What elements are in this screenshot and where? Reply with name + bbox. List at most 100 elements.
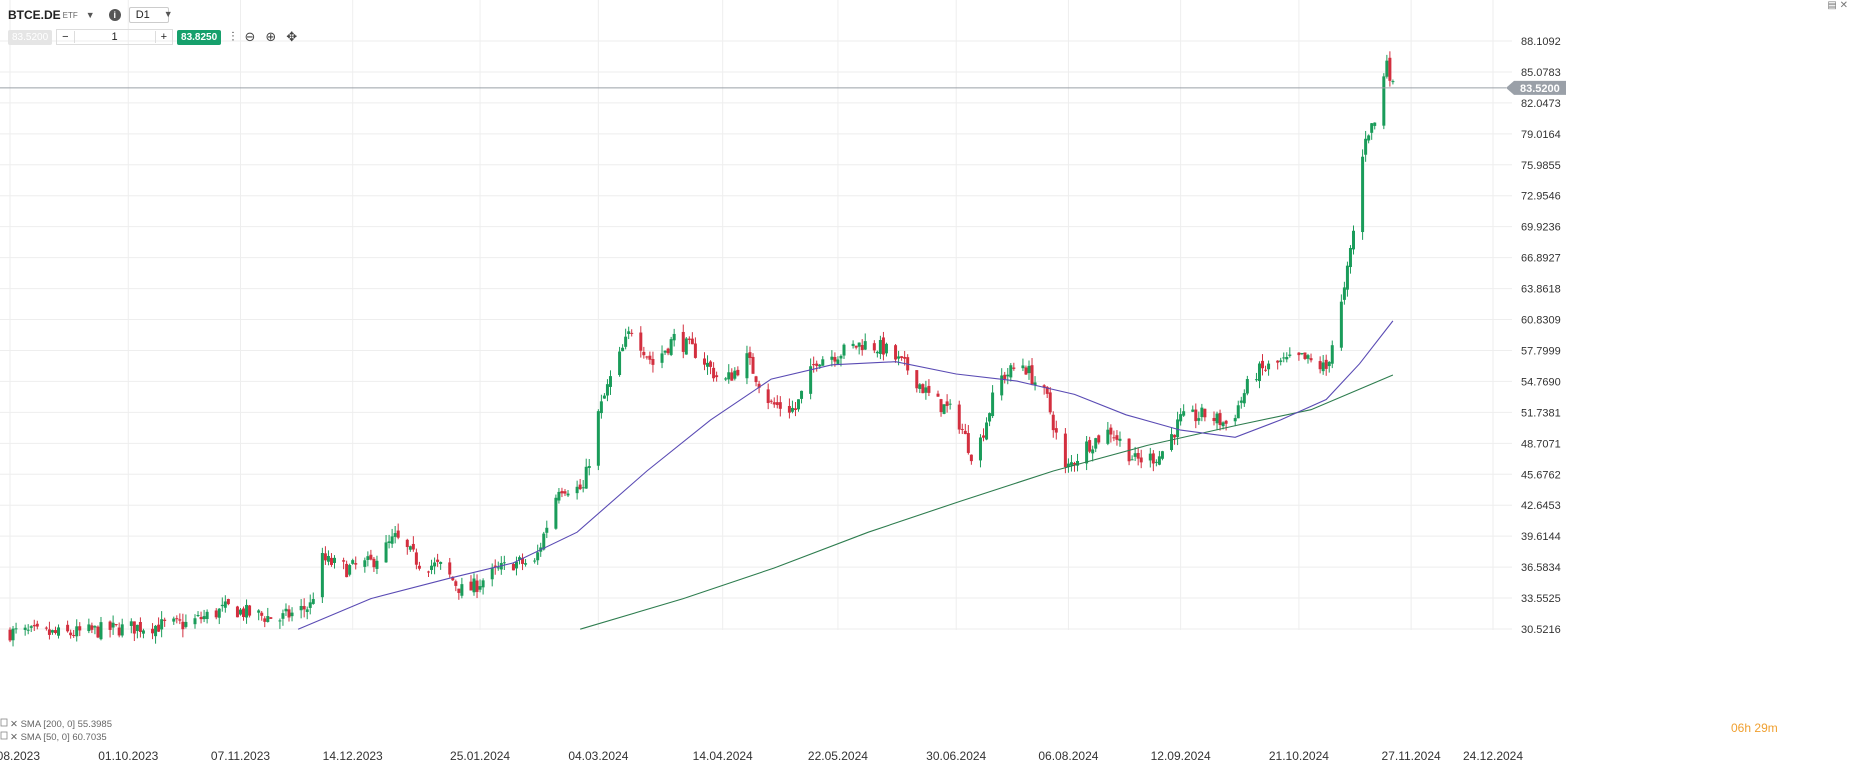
- y-tick-label: 60.8309: [1521, 315, 1561, 327]
- candle-body: [660, 353, 664, 363]
- y-tick-label: 54.7690: [1521, 376, 1561, 388]
- candle-body: [1176, 419, 1180, 438]
- buy-price-button[interactable]: 83.8250: [177, 29, 222, 45]
- price-tag-bg: [1506, 80, 1566, 95]
- candle-body: [1276, 360, 1280, 363]
- x-tick-label: 12.09.2024: [1151, 749, 1211, 763]
- candle-body: [702, 358, 706, 365]
- candle-body: [1264, 369, 1268, 371]
- moving-average-lines: [297, 320, 1394, 630]
- candle-body: [684, 338, 688, 355]
- restore-icon[interactable]: ▤: [1827, 0, 1837, 11]
- candle-body: [369, 554, 373, 560]
- candle-body: [1224, 420, 1228, 424]
- candle-body: [72, 634, 76, 637]
- info-icon[interactable]: i: [108, 9, 121, 21]
- candle-body: [151, 628, 155, 634]
- candle-body: [942, 404, 946, 414]
- candle-body: [93, 626, 97, 628]
- candle-body: [985, 422, 989, 440]
- candle-body: [1170, 434, 1174, 450]
- candle-body: [642, 351, 646, 356]
- y-tick-label: 48.7071: [1521, 438, 1561, 450]
- candle-body: [1182, 411, 1186, 416]
- y-tick-label: 57.7999: [1521, 345, 1561, 357]
- zoom-in-icon[interactable]: ⊕: [265, 29, 277, 44]
- candle-body: [884, 343, 888, 354]
- candle-body: [584, 466, 588, 489]
- candle-body: [117, 627, 121, 636]
- chart-grid: [0, 0, 1512, 630]
- candle-body: [475, 580, 479, 592]
- candle-body: [1370, 123, 1374, 133]
- candle-body: [915, 370, 919, 389]
- x-tick-label: 21.10.2024: [1269, 749, 1329, 763]
- candle-body: [50, 630, 54, 633]
- candle-body: [733, 370, 737, 379]
- candle-body: [217, 608, 221, 618]
- zoom-out-icon[interactable]: ⊖: [244, 29, 256, 44]
- candle-body: [800, 390, 804, 399]
- candle-body: [26, 629, 30, 631]
- candle-body: [948, 403, 952, 405]
- symbol-label[interactable]: BTCE.DE: [8, 8, 61, 22]
- quantity-input[interactable]: 1: [73, 31, 156, 43]
- quantity-stepper[interactable]: − 1 +: [56, 29, 174, 45]
- candle-body: [687, 338, 691, 340]
- candle-body: [1066, 463, 1070, 468]
- increase-button[interactable]: +: [160, 31, 168, 43]
- candle-body: [163, 619, 167, 621]
- y-tick-label: 45.6762: [1521, 469, 1561, 481]
- candle-body: [1148, 453, 1152, 461]
- timeframe-select[interactable]: D1 ▼: [128, 7, 173, 23]
- chart-type-icon[interactable]: ⫶: [231, 29, 235, 44]
- candle-body: [290, 612, 294, 617]
- candle-body: [1003, 374, 1007, 380]
- candle-body: [1030, 365, 1034, 385]
- candle-body: [1088, 440, 1092, 452]
- candle-body: [712, 367, 716, 379]
- candle-body: [1288, 354, 1292, 356]
- legend-item: ✕ SMA [50, 0] 60.7035: [0, 731, 107, 743]
- candle-body: [709, 361, 713, 367]
- candle-body: [172, 618, 176, 622]
- candle-body: [1130, 459, 1134, 461]
- candle-body: [287, 609, 291, 618]
- x-axis: 23.08.2023 01.10.2023 07.11.2023 14.12.2023…: [0, 749, 1523, 763]
- candle-body: [566, 493, 570, 496]
- current-price-label: 83.5200: [1506, 80, 1566, 95]
- candle-body: [969, 454, 973, 462]
- candle-body: [1324, 359, 1328, 369]
- candle-body: [1160, 451, 1164, 459]
- candle-body: [1303, 352, 1307, 359]
- candle-body: [69, 632, 73, 636]
- candle-body: [1327, 361, 1331, 367]
- y-tick-label: 42.6453: [1521, 500, 1561, 512]
- candle-body: [472, 578, 476, 593]
- candle-body: [1048, 392, 1052, 413]
- candle-body: [1279, 360, 1283, 362]
- candle-body: [32, 625, 36, 627]
- candle-body: [1115, 435, 1119, 440]
- close-icon[interactable]: ✕: [1839, 0, 1848, 11]
- crosshair-icon[interactable]: ✥: [286, 29, 298, 44]
- candle-body: [669, 339, 673, 355]
- chevron-down-icon[interactable]: ▼: [85, 10, 95, 20]
- candle-body: [326, 555, 330, 562]
- candle-body: [693, 343, 697, 358]
- candle-body: [129, 621, 133, 626]
- y-tick-label: 51.7381: [1521, 407, 1561, 419]
- candle-body: [578, 484, 582, 490]
- window-controls: ▤ ✕: [1827, 0, 1848, 11]
- candle-body: [648, 355, 652, 360]
- candle-body: [299, 605, 303, 611]
- candle-body: [690, 338, 694, 345]
- sell-price-button[interactable]: 83.5200: [8, 29, 53, 45]
- candle-body: [903, 356, 907, 359]
- candle-body: [1024, 367, 1028, 375]
- candle-body: [557, 491, 561, 501]
- candle-body: [154, 625, 158, 637]
- candle-body: [451, 576, 455, 581]
- decrease-button[interactable]: −: [62, 31, 69, 43]
